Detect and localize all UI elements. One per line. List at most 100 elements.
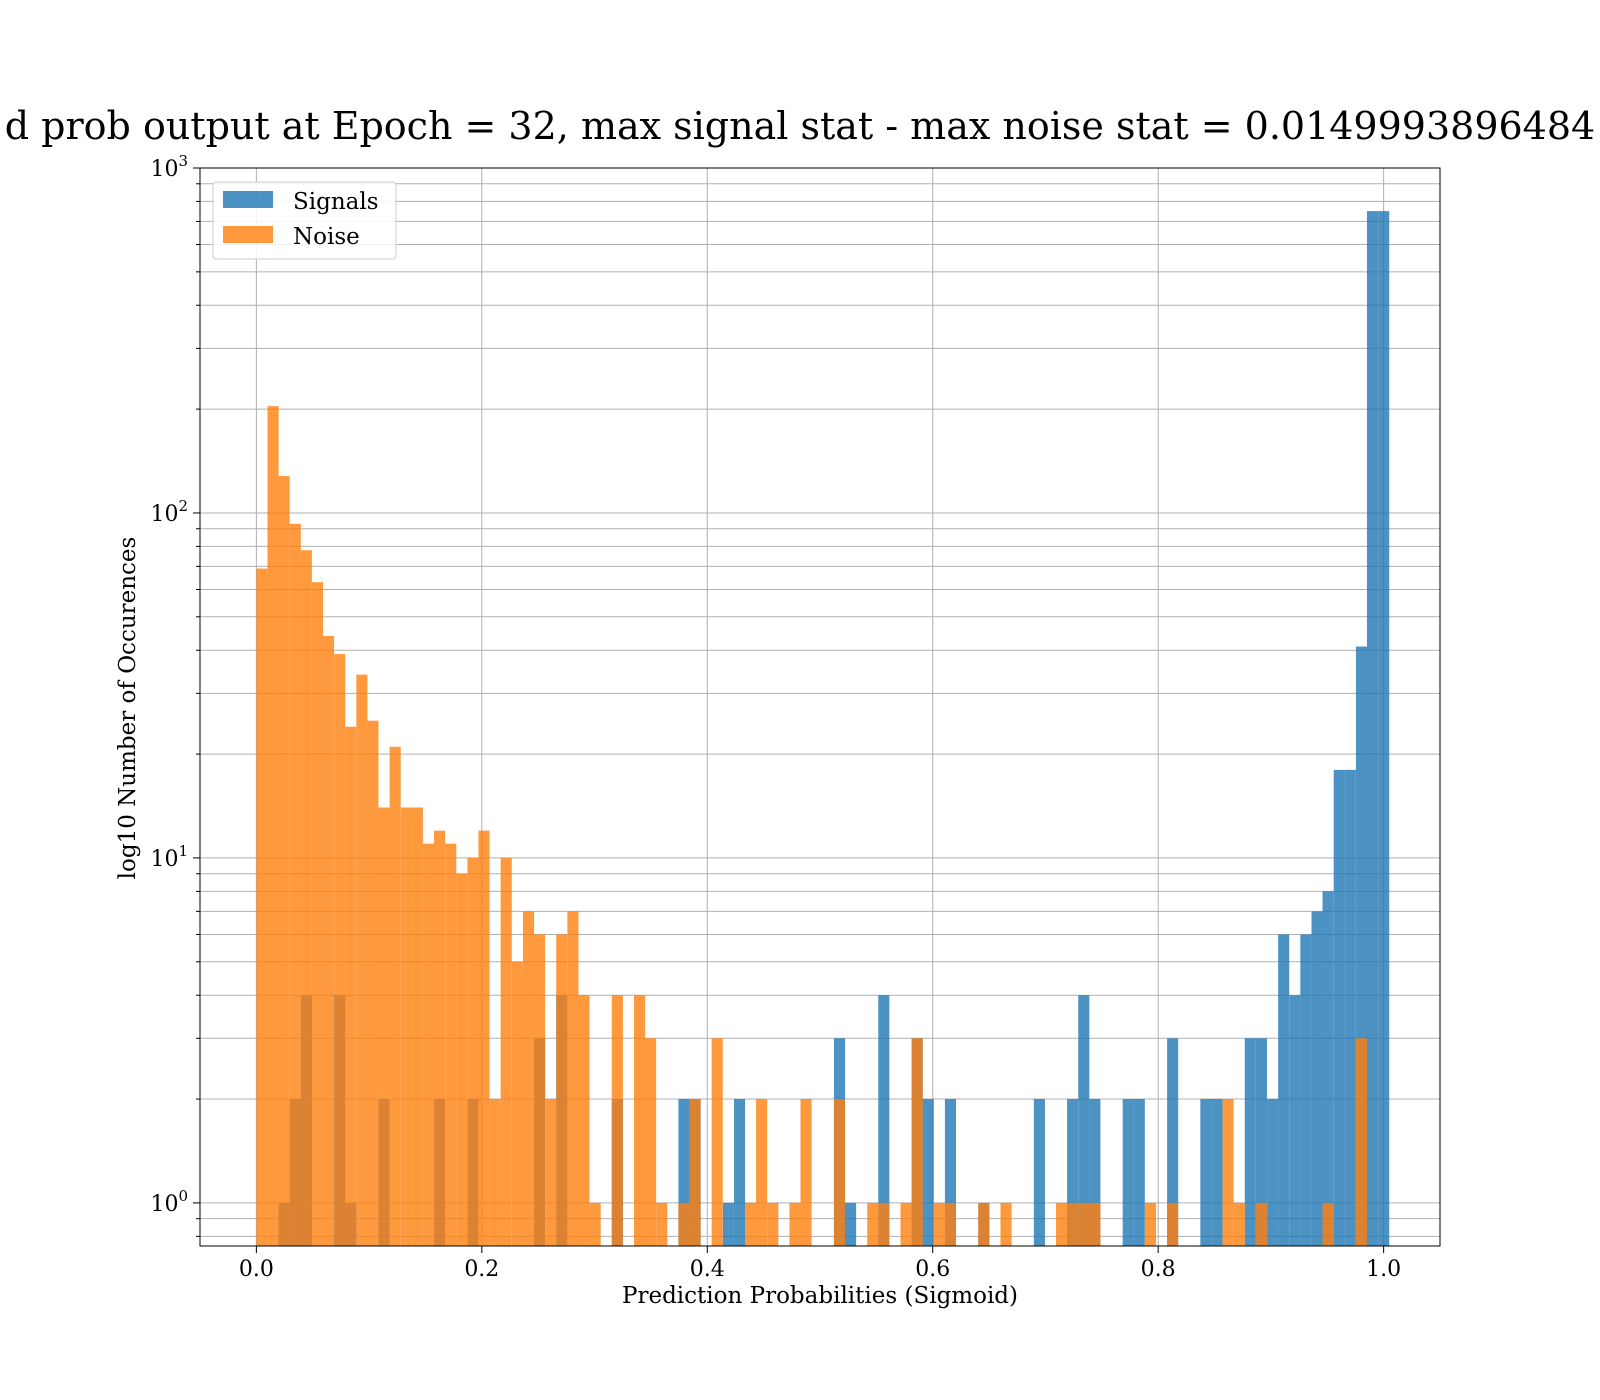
bar-signals [678, 1099, 690, 1246]
bar-noise [500, 857, 512, 1246]
bar-signals [1355, 646, 1368, 1246]
bar-noise [867, 1202, 879, 1246]
y-tick-label: 100 [150, 1187, 188, 1217]
bar-signals [1378, 211, 1390, 1246]
bar-signals [922, 1099, 934, 1246]
bar-noise [978, 1202, 990, 1246]
bar-noise [756, 1099, 768, 1246]
bar-noise [256, 568, 268, 1246]
bar-signals [845, 1202, 857, 1246]
x-tick-label: 1.0 [1366, 1257, 1401, 1282]
bar-noise [378, 807, 390, 1246]
bar-noise [311, 582, 324, 1246]
bar-noise [1222, 1099, 1234, 1246]
bar-noise [467, 857, 479, 1246]
x-axis-ticks: 0.0 0.2 0.4 0.6 0.8 1.0 [239, 1246, 1401, 1282]
bar-noise [911, 1038, 923, 1246]
bar-noise [789, 1202, 801, 1246]
legend-label-signals: Signals [293, 189, 379, 215]
bar-signals [1033, 1099, 1045, 1246]
legend-label-noise: Noise [293, 224, 360, 250]
bar-signals [1089, 1099, 1101, 1246]
bar-noise [511, 961, 523, 1246]
y-tick-label: 103 [150, 152, 188, 182]
series-noise [256, 406, 1368, 1246]
bar-noise [434, 830, 446, 1246]
x-axis-label: Prediction Probabilities (Sigmoid) [622, 1283, 1018, 1309]
x-tick-label: 0.0 [239, 1257, 274, 1282]
bar-noise [1167, 1202, 1179, 1246]
bar-noise [534, 934, 546, 1246]
bar-noise [478, 830, 490, 1246]
histogram-bars [256, 211, 1390, 1246]
bar-signals [733, 1099, 746, 1246]
bar-noise [389, 746, 401, 1246]
bar-noise [556, 934, 568, 1246]
bar-signals [1133, 1099, 1145, 1246]
y-axis-ticks: 100 101 102 103 [150, 152, 200, 1237]
bar-signals [878, 995, 890, 1246]
x-tick-label: 0.8 [1141, 1257, 1176, 1282]
bar-signals [1078, 995, 1090, 1246]
bar-noise [611, 995, 623, 1246]
bar-noise [1000, 1202, 1012, 1246]
bar-signals [1211, 1099, 1223, 1246]
plot-frame [199, 167, 1441, 1247]
bar-signals [1244, 1038, 1256, 1246]
bar-noise [800, 1099, 812, 1246]
x-tick-label: 0.2 [464, 1257, 499, 1282]
bar-noise [456, 873, 468, 1246]
bar-noise [1144, 1202, 1156, 1246]
legend: Signals Noise [212, 181, 397, 260]
y-tick-label: 101 [150, 842, 188, 872]
y-tick-label: 102 [150, 497, 188, 527]
bar-noise [711, 1038, 723, 1246]
bar-noise [1078, 1202, 1090, 1246]
bar-noise [345, 726, 357, 1246]
bar-signals [1311, 911, 1323, 1246]
bar-noise [1355, 1038, 1368, 1246]
bar-noise [1255, 1202, 1268, 1246]
bar-signals [1067, 1099, 1079, 1246]
y-axis-label: log10 Number of Occurences [115, 537, 141, 880]
bar-noise [1067, 1202, 1079, 1246]
chart-title: d prob output at Epoch = 32, max signal … [5, 104, 1595, 148]
bar-signals [1255, 1038, 1268, 1246]
bar-signals [1167, 1038, 1179, 1246]
x-tick-label: 0.6 [915, 1257, 950, 1282]
legend-swatch-signals [223, 191, 273, 208]
bar-noise [567, 911, 579, 1246]
bar-noise [745, 1202, 757, 1246]
bar-signals [1300, 934, 1312, 1246]
bar-signals [1333, 769, 1345, 1246]
bar-noise [767, 1202, 779, 1246]
bar-noise [589, 1202, 601, 1246]
bar-noise [489, 1099, 501, 1246]
bar-signals [1278, 934, 1290, 1246]
bar-noise [1089, 1202, 1101, 1246]
bar-noise [933, 1202, 945, 1246]
legend-swatch-noise [223, 226, 273, 243]
bar-noise [678, 1202, 690, 1246]
bar-noise [400, 807, 412, 1246]
bar-noise [1322, 1202, 1334, 1246]
bar-signals [1366, 211, 1379, 1246]
bar-signals [944, 1099, 957, 1246]
bar-signals [1322, 891, 1334, 1246]
bar-noise [645, 1038, 657, 1246]
bar-noise [445, 843, 457, 1246]
bar-signals [1344, 769, 1356, 1246]
bar-noise [833, 1099, 845, 1246]
bar-noise [334, 654, 346, 1246]
series-signals [278, 211, 1390, 1246]
bar-noise [300, 550, 312, 1246]
bar-noise [322, 635, 335, 1246]
bar-noise [278, 475, 290, 1246]
bar-noise [1233, 1202, 1245, 1246]
bar-signals [1200, 1099, 1212, 1246]
bar-noise [1056, 1202, 1068, 1246]
x-tick-label: 0.4 [690, 1257, 725, 1282]
bar-noise [656, 1202, 668, 1246]
bar-noise [689, 1099, 701, 1246]
